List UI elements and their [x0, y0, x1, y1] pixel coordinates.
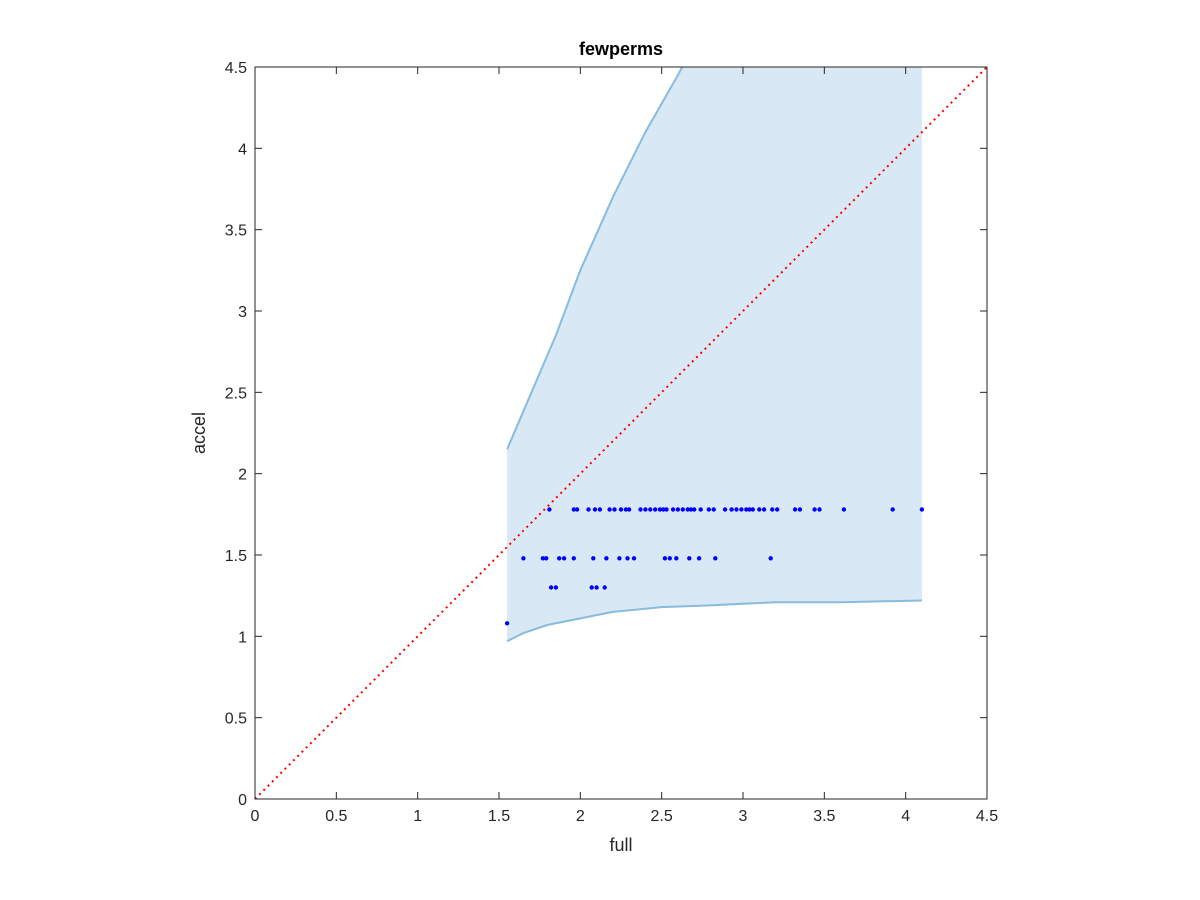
- y-tick-label: 3: [238, 304, 247, 321]
- x-tick-label: 1: [413, 808, 422, 825]
- data-point: [643, 507, 647, 511]
- y-tick-label: 3.5: [225, 223, 247, 240]
- data-point: [554, 585, 558, 589]
- data-point: [627, 507, 631, 511]
- y-tick-label: 2: [238, 467, 247, 484]
- data-point: [757, 507, 761, 511]
- data-point: [674, 556, 678, 560]
- x-tick-label: 3: [739, 808, 748, 825]
- y-tick-label: 4: [238, 141, 247, 158]
- data-point: [547, 507, 551, 511]
- data-point: [648, 507, 652, 511]
- x-tick-label: 4: [901, 808, 910, 825]
- data-point: [723, 507, 727, 511]
- data-point: [681, 507, 685, 511]
- data-point: [762, 507, 766, 511]
- data-point: [687, 556, 691, 560]
- data-point: [572, 556, 576, 560]
- data-point: [812, 507, 816, 511]
- y-tick-label: 0.5: [225, 711, 247, 728]
- data-point: [590, 585, 594, 589]
- data-point: [593, 507, 597, 511]
- data-point: [598, 507, 602, 511]
- y-tick-label: 0: [238, 792, 247, 809]
- data-point: [751, 507, 755, 511]
- x-tick-label: 2.5: [651, 808, 673, 825]
- data-point: [638, 507, 642, 511]
- data-point: [594, 585, 598, 589]
- data-point: [769, 556, 773, 560]
- data-point: [734, 507, 738, 511]
- x-axis-label: full: [609, 835, 632, 855]
- data-point: [653, 507, 657, 511]
- data-point: [663, 556, 667, 560]
- data-point: [739, 507, 743, 511]
- data-point: [676, 507, 680, 511]
- data-point: [775, 507, 779, 511]
- data-point: [549, 585, 553, 589]
- data-point: [697, 556, 701, 560]
- x-tick-label: 4.5: [976, 808, 998, 825]
- data-point: [544, 556, 548, 560]
- x-tick-label: 0: [251, 808, 260, 825]
- x-tick-label: 1.5: [488, 808, 510, 825]
- data-point: [625, 556, 629, 560]
- y-tick-label: 1.5: [225, 548, 247, 565]
- y-axis-label: accel: [189, 412, 209, 454]
- data-point: [617, 556, 621, 560]
- x-tick-label: 0.5: [325, 808, 347, 825]
- data-point: [591, 556, 595, 560]
- data-point: [607, 507, 611, 511]
- data-point: [671, 507, 675, 511]
- data-point: [920, 507, 924, 511]
- data-point: [557, 556, 561, 560]
- y-tick-label: 2.5: [225, 385, 247, 402]
- data-point: [891, 507, 895, 511]
- data-point: [699, 507, 703, 511]
- data-point: [668, 556, 672, 560]
- data-point: [713, 556, 717, 560]
- data-point: [729, 507, 733, 511]
- data-point: [632, 556, 636, 560]
- data-point: [798, 507, 802, 511]
- data-point: [586, 507, 590, 511]
- data-point: [793, 507, 797, 511]
- data-point: [612, 507, 616, 511]
- data-point: [505, 621, 509, 625]
- x-tick-label: 3.5: [813, 808, 835, 825]
- x-tick-label: 2: [576, 808, 585, 825]
- data-point: [575, 507, 579, 511]
- chart-title: fewperms: [579, 39, 663, 59]
- data-point: [692, 507, 696, 511]
- data-point: [817, 507, 821, 511]
- data-point: [603, 585, 607, 589]
- data-point: [604, 556, 608, 560]
- data-point: [712, 507, 716, 511]
- data-point: [842, 507, 846, 511]
- y-tick-label: 1: [238, 629, 247, 646]
- data-point: [664, 507, 668, 511]
- data-point: [562, 556, 566, 560]
- data-point: [619, 507, 623, 511]
- data-point: [707, 507, 711, 511]
- y-tick-label: 4.5: [225, 60, 247, 77]
- data-point: [521, 556, 525, 560]
- data-point: [770, 507, 774, 511]
